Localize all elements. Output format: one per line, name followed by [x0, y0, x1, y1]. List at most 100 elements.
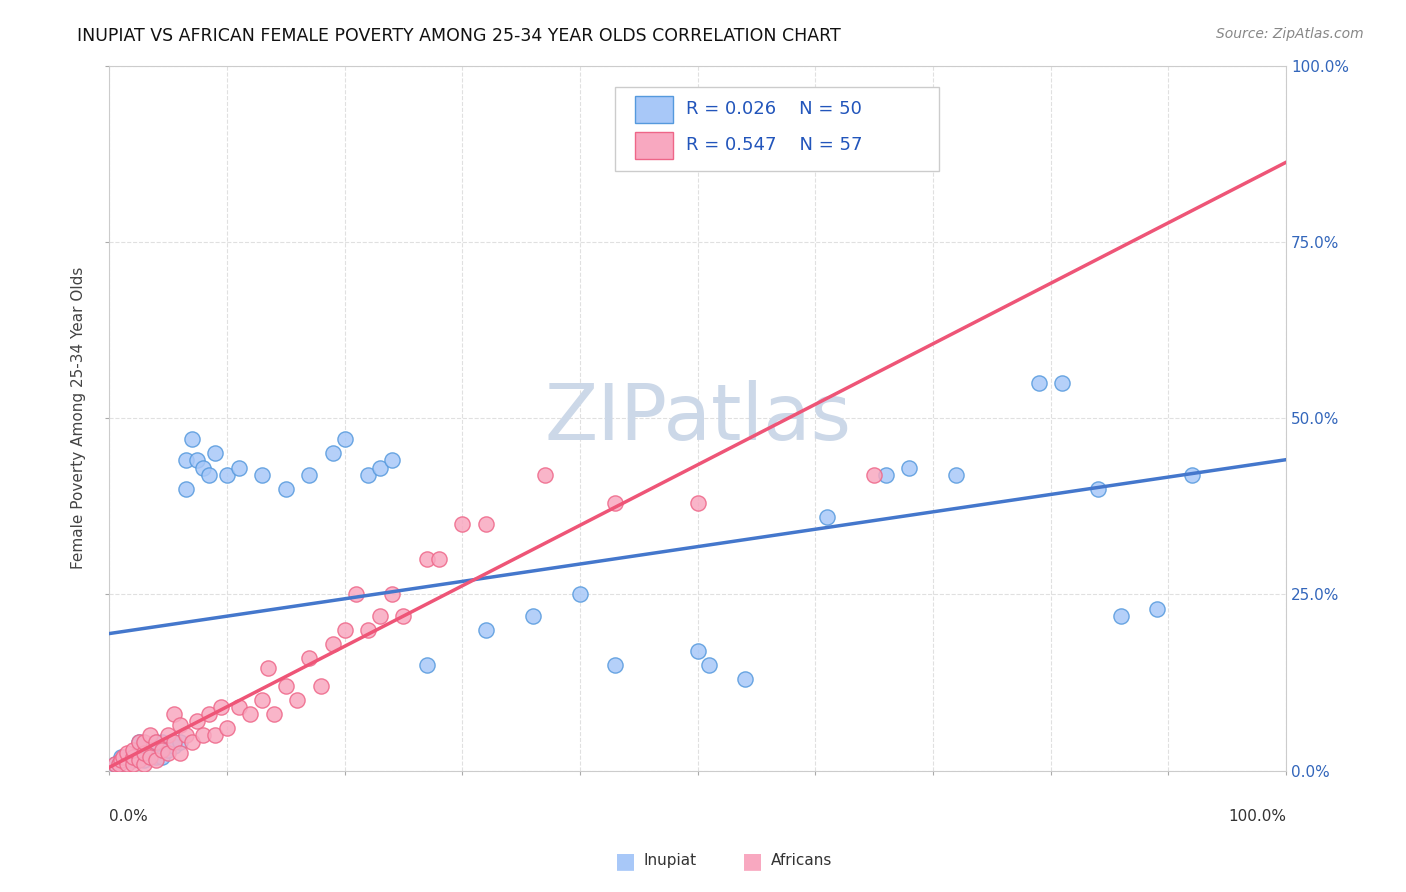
Y-axis label: Female Poverty Among 25-34 Year Olds: Female Poverty Among 25-34 Year Olds — [72, 267, 86, 569]
Point — [107, 756, 129, 771]
Point — [180, 432, 202, 446]
Point — [533, 467, 555, 482]
Text: INUPIAT VS AFRICAN FEMALE POVERTY AMONG 25-34 YEAR OLDS CORRELATION CHART: INUPIAT VS AFRICAN FEMALE POVERTY AMONG … — [77, 27, 841, 45]
Point — [1052, 376, 1074, 390]
Point — [697, 657, 720, 672]
Point — [381, 587, 404, 601]
Text: ■: ■ — [616, 851, 636, 871]
Point — [333, 432, 356, 446]
Point — [357, 467, 380, 482]
Point — [169, 746, 191, 760]
Point — [174, 728, 197, 742]
Point — [898, 460, 921, 475]
Point — [180, 735, 202, 749]
Point — [121, 753, 143, 767]
Point — [215, 722, 238, 736]
Point — [287, 693, 309, 707]
Point — [357, 623, 380, 637]
Point — [156, 746, 179, 760]
Point — [121, 742, 143, 756]
Point — [163, 707, 186, 722]
Point — [110, 749, 132, 764]
Point — [322, 637, 344, 651]
Point — [169, 718, 191, 732]
Point — [568, 587, 591, 601]
Point — [209, 700, 232, 714]
Point — [145, 753, 167, 767]
Point — [163, 739, 186, 753]
Point — [150, 742, 173, 756]
Point — [150, 749, 173, 764]
Point — [169, 735, 191, 749]
Point — [104, 756, 127, 771]
Point — [204, 446, 226, 460]
Point — [815, 509, 838, 524]
Point — [1109, 608, 1132, 623]
Point — [204, 728, 226, 742]
Point — [104, 756, 127, 771]
Point — [392, 608, 415, 623]
Point — [945, 467, 967, 482]
Point — [451, 516, 474, 531]
FancyBboxPatch shape — [636, 132, 673, 159]
Point — [115, 756, 138, 771]
Point — [309, 679, 332, 693]
Point — [115, 753, 138, 767]
Point — [474, 516, 496, 531]
Point — [522, 608, 544, 623]
Point — [186, 714, 208, 729]
Point — [128, 735, 150, 749]
Point — [239, 707, 262, 722]
Point — [128, 735, 150, 749]
Point — [156, 742, 179, 756]
Point — [686, 496, 709, 510]
Point — [250, 467, 273, 482]
Point — [174, 482, 197, 496]
Point — [134, 756, 156, 771]
Point — [150, 735, 173, 749]
Point — [193, 728, 215, 742]
Point — [605, 496, 627, 510]
Point — [145, 735, 167, 749]
Point — [134, 746, 156, 760]
Point — [298, 467, 321, 482]
Point — [250, 693, 273, 707]
Point — [115, 746, 138, 760]
Text: 100.0%: 100.0% — [1227, 809, 1286, 824]
Point — [139, 728, 162, 742]
Point — [298, 651, 321, 665]
Point — [274, 482, 297, 496]
Point — [134, 753, 156, 767]
Point — [686, 644, 709, 658]
Point — [107, 756, 129, 771]
Point — [139, 749, 162, 764]
Point — [1028, 376, 1050, 390]
Point — [427, 552, 450, 566]
Point — [145, 749, 167, 764]
Point — [1181, 467, 1204, 482]
FancyBboxPatch shape — [616, 87, 939, 171]
Point — [344, 587, 367, 601]
Point — [1087, 482, 1109, 496]
Text: Source: ZipAtlas.com: Source: ZipAtlas.com — [1216, 27, 1364, 41]
Point — [863, 467, 886, 482]
Point — [381, 453, 404, 467]
Point — [198, 467, 221, 482]
Point — [333, 623, 356, 637]
Point — [368, 608, 391, 623]
Text: R = 0.026    N = 50: R = 0.026 N = 50 — [686, 101, 862, 119]
Point — [875, 467, 897, 482]
Point — [186, 453, 208, 467]
Point — [228, 700, 250, 714]
Text: R = 0.547    N = 57: R = 0.547 N = 57 — [686, 136, 862, 154]
Point — [110, 753, 132, 767]
Text: 0.0%: 0.0% — [110, 809, 148, 824]
Point — [734, 672, 756, 686]
FancyBboxPatch shape — [636, 96, 673, 123]
Point — [134, 735, 156, 749]
Point — [128, 753, 150, 767]
Point — [163, 735, 186, 749]
Point — [198, 707, 221, 722]
Point — [274, 679, 297, 693]
Text: ZIPatlas: ZIPatlas — [544, 380, 851, 456]
